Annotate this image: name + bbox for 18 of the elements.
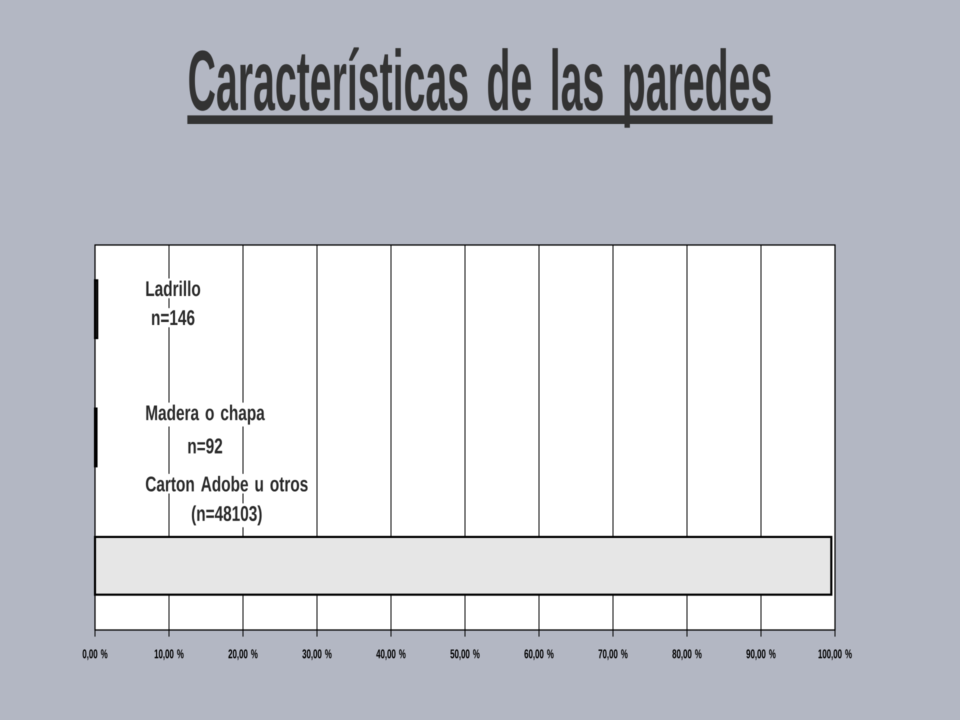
chart-title: Características de las paredes	[189, 47, 771, 128]
x-tick-label: 30,00 %	[302, 649, 332, 660]
annotation: n=92	[188, 438, 222, 454]
x-tick-label: 10,00 %	[154, 649, 184, 660]
x-tick-label: 90,00 %	[746, 649, 776, 660]
x-tick-label: 70,00 %	[598, 649, 628, 660]
x-tick-label: 40,00 %	[376, 649, 406, 660]
annotation: n=146	[152, 310, 194, 326]
x-tick-label: 100,00 %	[818, 649, 852, 660]
x-tick-label: 50,00 %	[450, 649, 480, 660]
x-tick-label: 60,00 %	[524, 649, 554, 660]
x-tick-label: 80,00 %	[672, 649, 702, 660]
y-tick-label: Madera o chapa	[146, 404, 265, 425]
x-tick-label: 20,00 %	[228, 649, 258, 660]
y-tick-label: Carton Adobe u otros	[146, 476, 308, 492]
y-tick-label: Ladrillo	[146, 280, 200, 296]
annotation: (n=48103)	[192, 505, 262, 526]
x-tick-label: 0,00 %	[82, 649, 108, 660]
